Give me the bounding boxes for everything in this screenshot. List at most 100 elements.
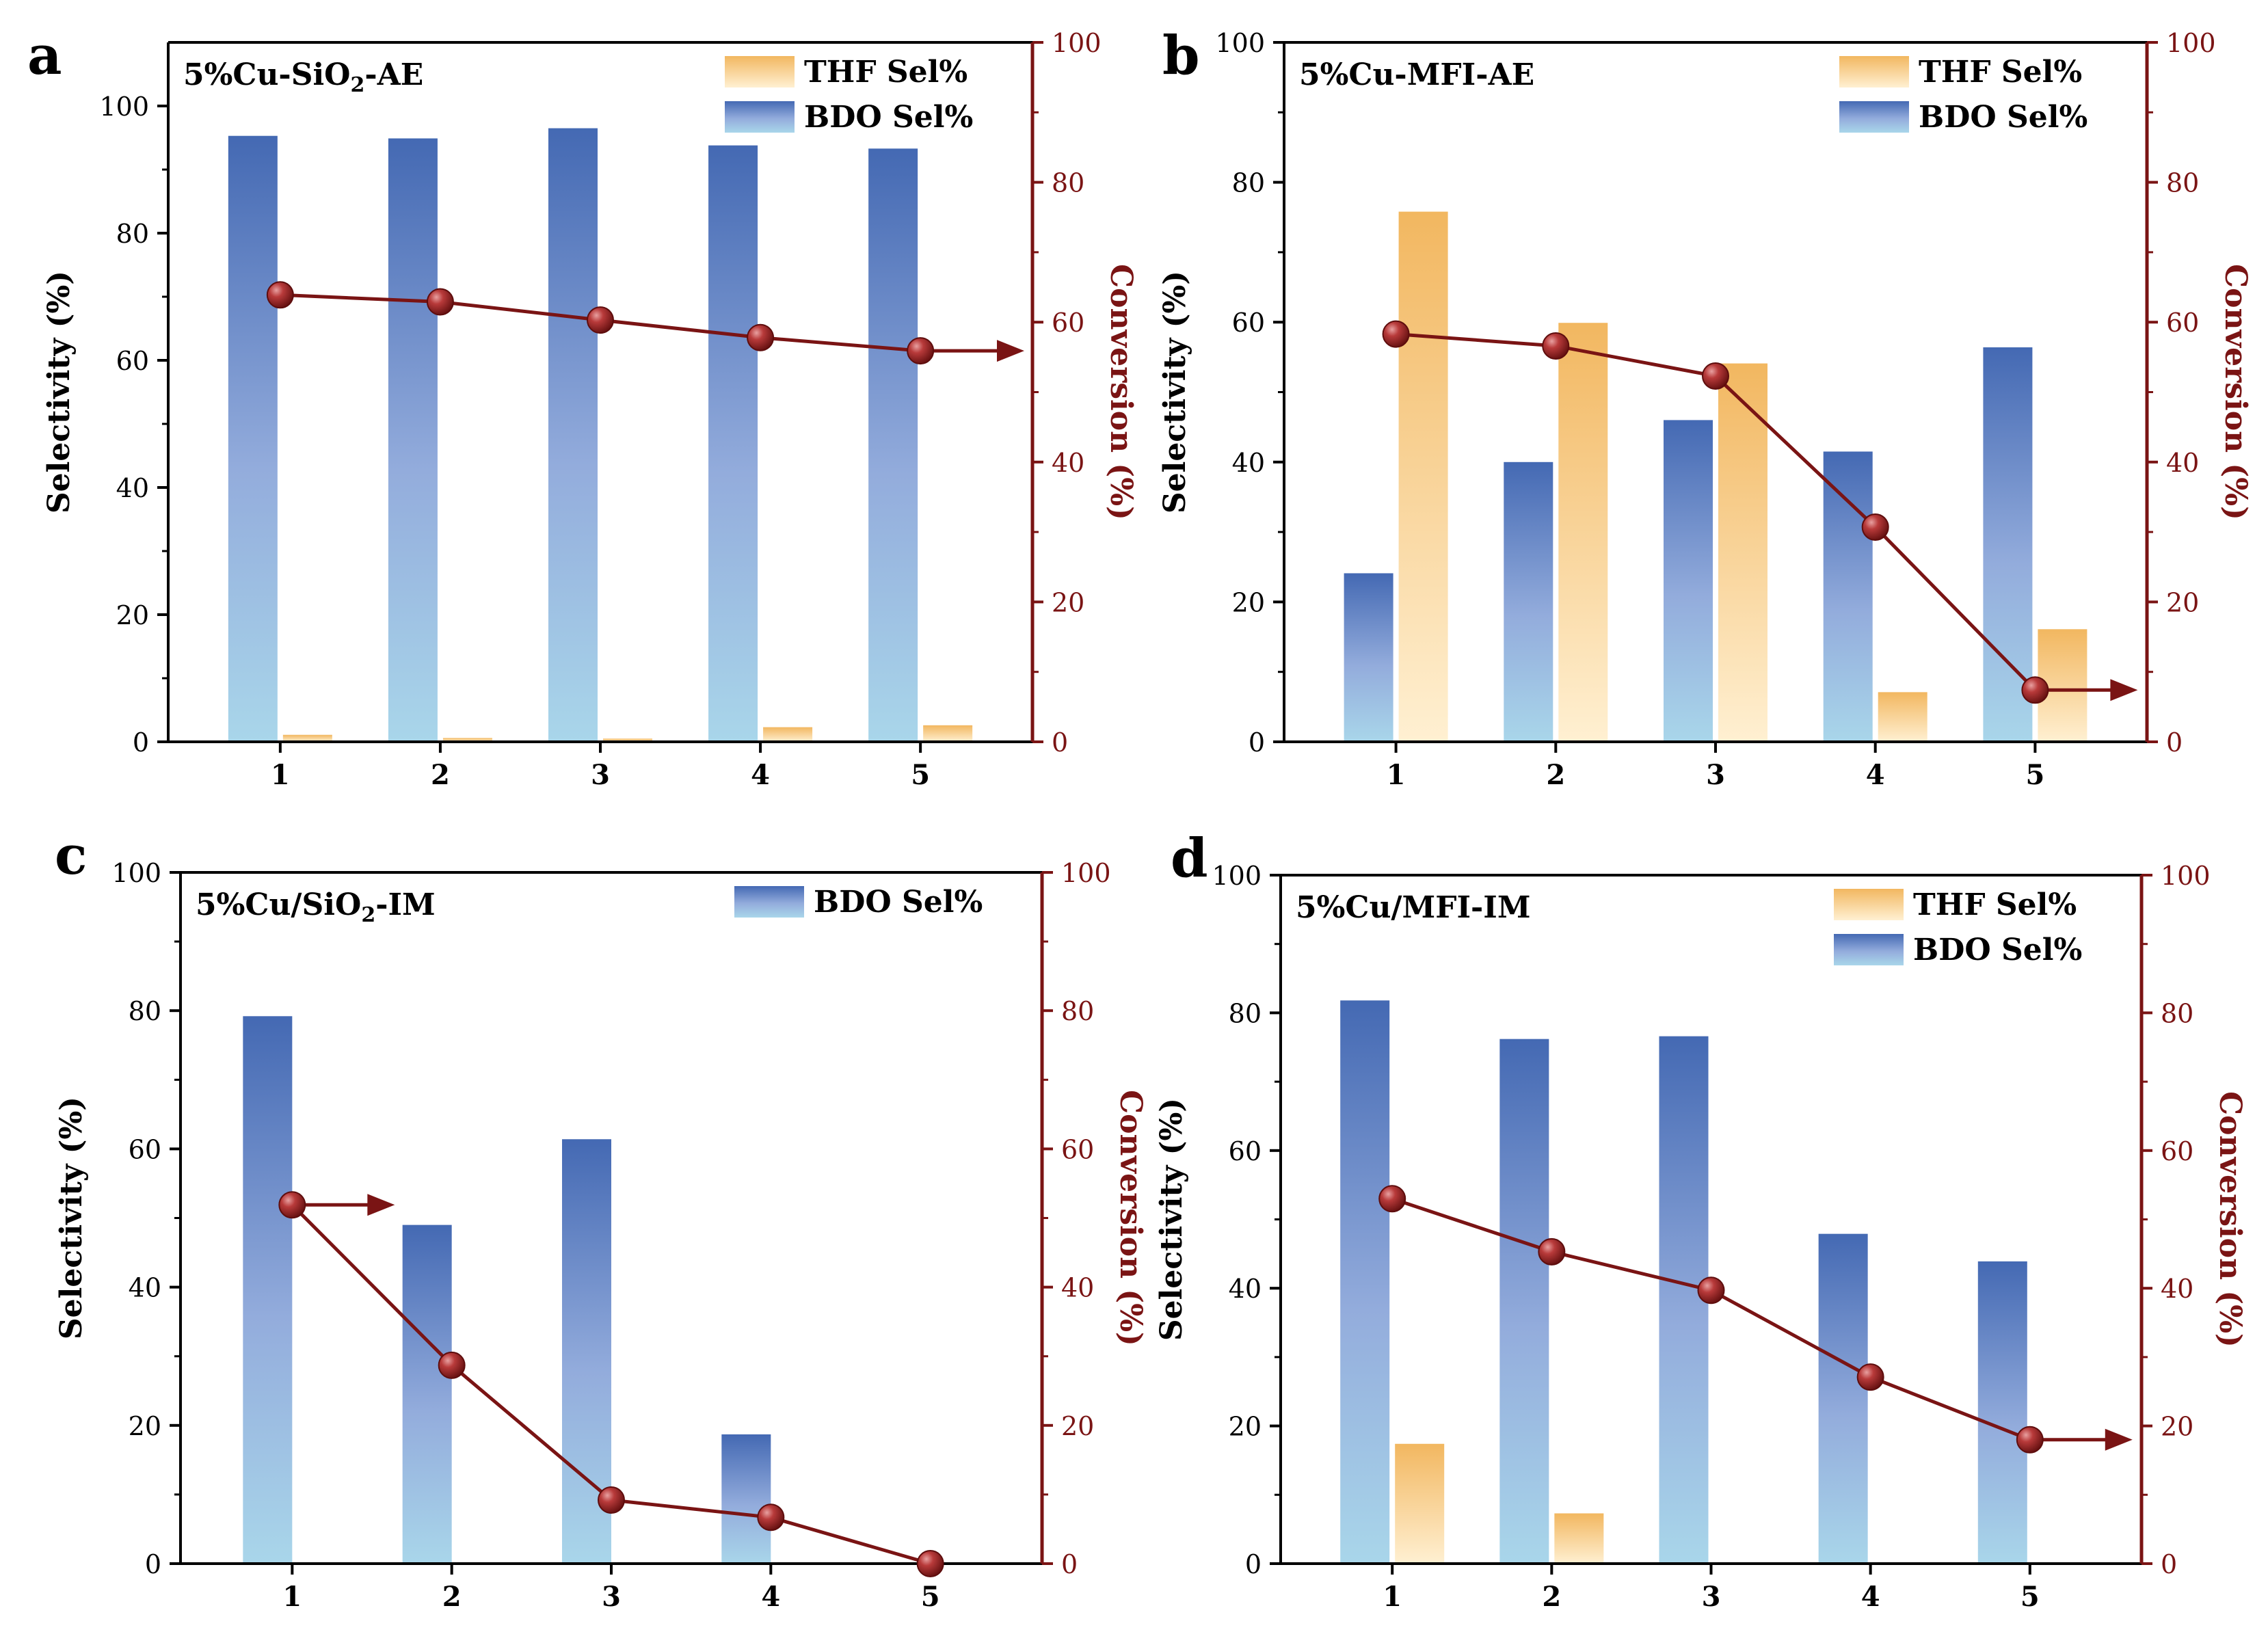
x-tick-label: 1	[282, 1581, 302, 1613]
y-tick-label: 20	[1229, 1412, 1262, 1442]
x-tick-label: 2	[442, 1581, 462, 1613]
bar-bdo-sel	[868, 148, 918, 742]
y-tick-label: 100	[1215, 28, 1265, 58]
legend-swatch	[1834, 934, 1904, 965]
x-tick-label: 2	[1542, 1581, 1561, 1613]
x-tick-label: 5	[2025, 759, 2044, 791]
y-tick-label: 80	[116, 219, 149, 249]
panel-title-part: 5%Cu/MFI-IM	[1296, 890, 1531, 925]
panel-title-part: 5%Cu-SiO	[183, 57, 351, 92]
panel-title: 5%Cu-MFI-AE	[1299, 57, 1534, 92]
y2-tick-label: 20	[2166, 587, 2199, 617]
y2-axis-label: Conversion (%)	[2213, 1091, 2247, 1348]
panel-d: d 0 20 40 60 80 100 0 20 40 60 80 100 1 2 3 4 5 Selectivit…	[1154, 827, 2247, 1613]
panel-b: b 0 20 40 60 80 100 0 20 40 60 80 100 1 2 3 4 5 Selectivit…	[1158, 25, 2253, 791]
y2-tick-label: 20	[2161, 1412, 2193, 1442]
y-tick-label: 40	[1232, 448, 1265, 478]
legend-swatch	[734, 886, 804, 918]
y2-tick-label: 80	[1052, 168, 1084, 198]
legend-swatch	[725, 101, 795, 133]
legend-label: THF Sel%	[1919, 55, 2082, 90]
x-tick-label: 5	[2020, 1581, 2040, 1613]
bar-thf-sel	[603, 738, 652, 742]
y2-tick-label: 60	[2166, 308, 2199, 338]
y-tick-label: 0	[145, 1549, 161, 1579]
bar-thf-sel	[923, 725, 973, 742]
x-tick-label: 3	[1702, 1581, 1721, 1613]
bar-thf-sel	[1558, 323, 1608, 742]
y-tick-label: 20	[1232, 587, 1265, 617]
y-tick-label: 40	[129, 1273, 161, 1303]
conversion-arrow-head	[2110, 679, 2138, 701]
bar-bdo-sel	[402, 1225, 452, 1564]
y2-axis-label: Conversion (%)	[2218, 264, 2253, 520]
panel-title-part: 5%Cu/SiO	[196, 887, 361, 922]
x-tick-label: 4	[761, 1581, 780, 1613]
y2-tick-label: 0	[1061, 1549, 1078, 1579]
conversion-point	[266, 281, 294, 309]
bar-bdo-sel	[243, 1016, 293, 1564]
y2-axis-label: Conversion (%)	[1104, 264, 1138, 520]
x-tick-label: 5	[921, 1581, 940, 1613]
legend-label: THF Sel%	[804, 55, 968, 90]
bar-bdo-sel	[1499, 1039, 1549, 1564]
bar-thf-sel	[442, 738, 492, 742]
bar-thf-sel	[1878, 692, 1927, 742]
y-axis-label: Selectivity (%)	[1158, 271, 1192, 513]
y2-tick-label: 20	[1061, 1411, 1094, 1441]
conversion-point	[278, 1191, 306, 1219]
panel-title: 5%Cu/SiO2-IM	[196, 887, 436, 927]
bar-bdo-sel	[1504, 461, 1553, 742]
y-tick-label: 60	[116, 346, 149, 376]
conversion-point	[2021, 676, 2049, 704]
bar-thf-sel	[1554, 1513, 1604, 1564]
y-tick-label: 80	[129, 996, 161, 1026]
legend-swatch	[725, 56, 795, 88]
y-tick-label: 40	[116, 473, 149, 503]
legend-label: BDO Sel%	[1913, 933, 2082, 967]
y-tick-label: 80	[1232, 168, 1265, 198]
x-tick-label: 1	[1383, 1581, 1402, 1613]
y2-tick-label: 60	[1061, 1134, 1094, 1164]
panel-letter: d	[1171, 827, 1208, 889]
bar-thf-sel	[1718, 363, 1767, 742]
y2-tick-label: 80	[2161, 998, 2193, 1028]
conversion-point	[907, 337, 935, 365]
y-axis-label: Selectivity (%)	[54, 1097, 89, 1339]
y-tick-label: 60	[1232, 308, 1265, 338]
conversion-point	[1382, 320, 1410, 348]
conversion-point	[426, 288, 454, 316]
bar-bdo-sel	[1977, 1261, 2027, 1564]
y2-tick-label: 100	[2166, 28, 2216, 58]
y-tick-label: 60	[129, 1134, 161, 1164]
y-tick-label: 20	[116, 600, 149, 630]
y2-tick-label: 20	[1052, 587, 1084, 617]
legend-label: BDO Sel%	[814, 885, 983, 920]
bar-thf-sel	[763, 727, 813, 742]
y-axis-label: Selectivity (%)	[42, 271, 77, 513]
bar-bdo-sel	[1823, 451, 1873, 742]
y2-tick-label: 80	[2166, 168, 2199, 198]
x-tick-label: 1	[271, 759, 290, 791]
bar-bdo-sel	[388, 138, 438, 742]
bar-bdo-sel	[1983, 347, 2033, 742]
bar-thf-sel	[1398, 211, 1448, 742]
y-tick-label: 80	[1229, 998, 1262, 1028]
y2-tick-label: 100	[1052, 28, 1102, 58]
y2-tick-label: 40	[1061, 1273, 1094, 1303]
y-axis-label: Selectivity (%)	[1154, 1098, 1189, 1341]
x-tick-label: 3	[591, 759, 610, 791]
y-tick-label: 100	[1212, 861, 1262, 891]
x-tick-label: 1	[1387, 759, 1406, 791]
bar-bdo-sel	[1659, 1036, 1709, 1564]
legend-swatch	[1839, 56, 1909, 88]
conversion-point	[1702, 362, 1729, 390]
panel-title-part: -AE	[364, 57, 423, 92]
bar-bdo-sel	[721, 1434, 771, 1564]
conversion-point	[598, 1486, 625, 1514]
y2-tick-label: 100	[1061, 858, 1111, 888]
panel-title-part: 2	[361, 903, 375, 927]
x-tick-label: 4	[751, 759, 770, 791]
y2-tick-label: 40	[2166, 448, 2199, 478]
panel-title: 5%Cu-SiO2-AE	[183, 57, 423, 97]
